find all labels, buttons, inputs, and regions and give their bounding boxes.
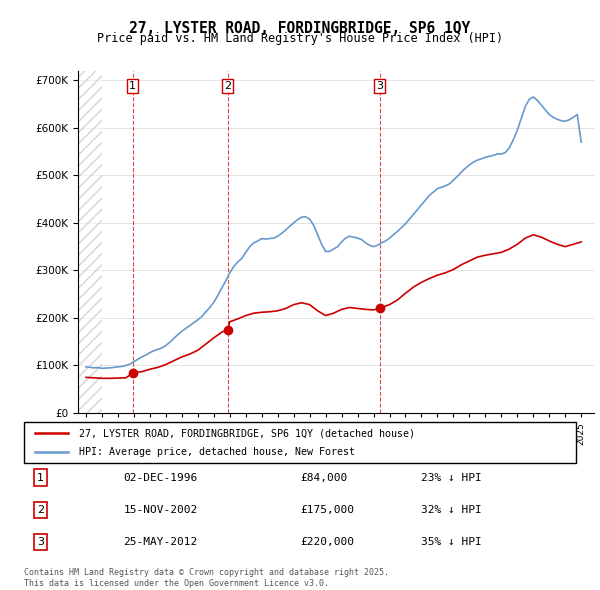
Text: £84,000: £84,000 (300, 473, 347, 483)
Text: £175,000: £175,000 (300, 505, 354, 515)
Text: 1: 1 (129, 81, 136, 91)
Text: 27, LYSTER ROAD, FORDINGBRIDGE, SP6 1QY (detached house): 27, LYSTER ROAD, FORDINGBRIDGE, SP6 1QY … (79, 428, 415, 438)
Text: 25-MAY-2012: 25-MAY-2012 (124, 537, 197, 547)
Text: 02-DEC-1996: 02-DEC-1996 (124, 473, 197, 483)
Text: £220,000: £220,000 (300, 537, 354, 547)
Text: 35% ↓ HPI: 35% ↓ HPI (421, 537, 482, 547)
Text: 3: 3 (37, 537, 44, 547)
Text: Price paid vs. HM Land Registry's House Price Index (HPI): Price paid vs. HM Land Registry's House … (97, 32, 503, 45)
Bar (78, 71, 102, 413)
Text: 3: 3 (376, 81, 383, 91)
Text: 23% ↓ HPI: 23% ↓ HPI (421, 473, 482, 483)
Text: 2: 2 (37, 505, 44, 515)
Text: 32% ↓ HPI: 32% ↓ HPI (421, 505, 482, 515)
FancyBboxPatch shape (24, 422, 576, 463)
Text: Contains HM Land Registry data © Crown copyright and database right 2025.: Contains HM Land Registry data © Crown c… (24, 568, 389, 576)
Text: 15-NOV-2002: 15-NOV-2002 (124, 505, 197, 515)
Text: 27, LYSTER ROAD, FORDINGBRIDGE, SP6 1QY: 27, LYSTER ROAD, FORDINGBRIDGE, SP6 1QY (130, 21, 470, 35)
Text: HPI: Average price, detached house, New Forest: HPI: Average price, detached house, New … (79, 447, 355, 457)
Text: This data is licensed under the Open Government Licence v3.0.: This data is licensed under the Open Gov… (24, 579, 329, 588)
Text: 2: 2 (224, 81, 231, 91)
Bar (78, 71, 102, 413)
Text: 1: 1 (37, 473, 44, 483)
